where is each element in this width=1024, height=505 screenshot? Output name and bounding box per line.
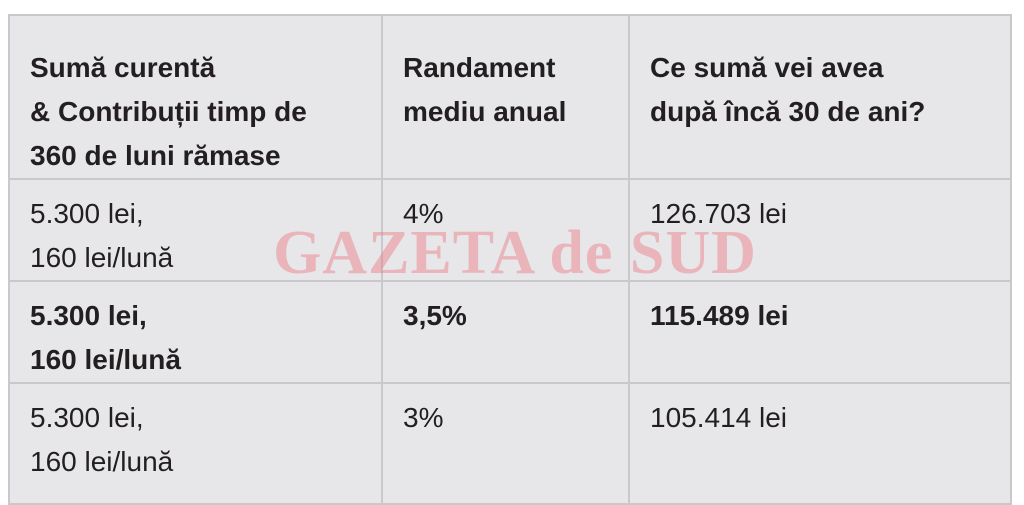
cell-text: 160 lei/lună bbox=[30, 242, 174, 273]
cell-text: 105.414 lei bbox=[650, 402, 788, 433]
cell-text: 5.300 lei, bbox=[30, 300, 147, 331]
cell-text: Ce sumă vei avea bbox=[650, 52, 884, 83]
cell-text: 115.489 lei bbox=[650, 300, 789, 331]
cell-text: după încă 30 de ani? bbox=[650, 96, 926, 127]
table-cell: 5.300 lei, 160 lei/lună bbox=[8, 382, 383, 505]
header-row: Sumă curentă & Contribuții timp de 360 de … bbox=[8, 14, 1012, 180]
table: Sumă curentă & Contribuții timp de 360 de … bbox=[8, 14, 1012, 505]
divider bbox=[628, 493, 630, 503]
cell-text: 4% bbox=[403, 198, 444, 229]
table-cell: 105.414 lei bbox=[628, 382, 1012, 505]
cell-text: 5.300 lei, bbox=[30, 198, 144, 229]
cell-text: mediu anual bbox=[403, 96, 567, 127]
table-cell: 126.703 lei bbox=[628, 178, 1012, 282]
table-row: 5.300 lei, 160 lei/lună 3,5% 115.489 lei bbox=[8, 280, 1012, 384]
table-cell: Ce sumă vei avea după încă 30 de ani? bbox=[628, 14, 1012, 180]
cell-text: & Contribuții timp de bbox=[30, 96, 307, 127]
cell-text: 160 lei/lună bbox=[30, 446, 174, 477]
cell-text: 3,5% bbox=[403, 300, 467, 331]
cell-text: Randament bbox=[403, 52, 556, 83]
table-cell: 3% bbox=[381, 382, 630, 505]
table-row: 5.300 lei, 160 lei/lună 3% 105.414 lei bbox=[8, 382, 1012, 505]
cell-text: 360 de luni rămase bbox=[30, 140, 281, 171]
table-cell: 115.489 lei bbox=[628, 280, 1012, 384]
cell-text: 5.300 lei, bbox=[30, 402, 144, 433]
table-cell: Sumă curentă & Contribuții timp de 360 de … bbox=[8, 14, 383, 180]
table-cell: 4% bbox=[381, 178, 630, 282]
cell-text: Sumă curentă bbox=[30, 52, 216, 83]
cell-text: 3% bbox=[403, 402, 444, 433]
cell-text: 160 lei/lună bbox=[30, 344, 181, 375]
cell-text: 126.703 lei bbox=[650, 198, 788, 229]
table-cell: 3,5% bbox=[381, 280, 630, 384]
table-cell: 5.300 lei, 160 lei/lună bbox=[8, 178, 383, 282]
table-row: 5.300 lei, 160 lei/lună 4% 126.703 lei bbox=[8, 178, 1012, 282]
table-cell: Randament mediu anual bbox=[381, 14, 630, 180]
table-cell: 5.300 lei, 160 lei/lună bbox=[8, 280, 383, 384]
